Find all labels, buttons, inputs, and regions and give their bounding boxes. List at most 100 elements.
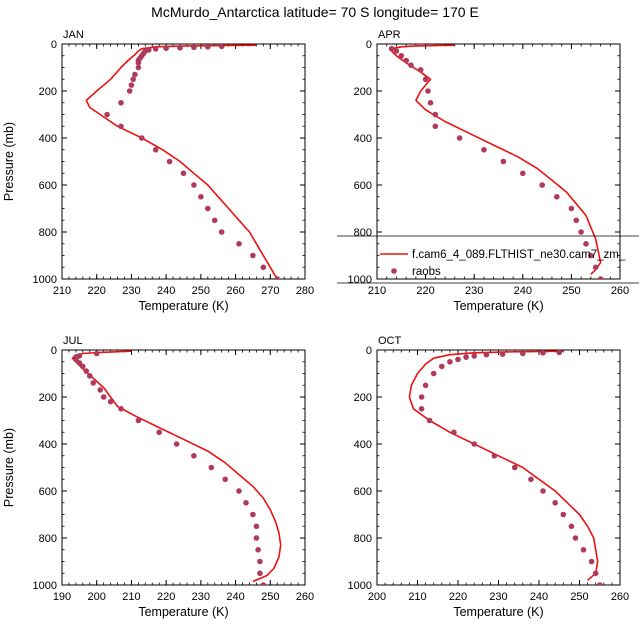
model-profile-line: [390, 44, 602, 275]
raobs-point: [191, 182, 197, 188]
x-tick-label: 250: [192, 285, 210, 297]
x-axis-label: Temperature (K): [453, 299, 543, 313]
x-tick-label: 220: [416, 285, 434, 297]
panel-jul: 190 200 210 220 230 240 250 260 0 200 400 600 800 100…: [2, 335, 314, 619]
raobs-point: [90, 380, 96, 386]
plot-frame: [61, 43, 306, 280]
raobs-point: [274, 276, 280, 279]
raobs-point: [76, 360, 83, 366]
raobs-point: [481, 147, 487, 153]
raobs-point: [560, 511, 567, 518]
raobs-point: [592, 570, 599, 577]
y-tick-label: 1000: [348, 580, 372, 592]
raobs-point: [471, 441, 478, 447]
raobs-point: [499, 351, 506, 358]
y-tick-label: 200: [39, 392, 57, 404]
raobs-point: [483, 351, 490, 358]
raobs-point: [257, 570, 263, 577]
raobs-point: [580, 547, 587, 553]
raobs-point: [104, 111, 110, 118]
x-tick-label: 250: [570, 591, 588, 603]
raobs-point: [422, 382, 429, 389]
raobs-point: [418, 394, 425, 400]
panel-title: JAN: [63, 29, 84, 41]
raobs-point: [447, 359, 453, 365]
y-tick-label: 0: [366, 39, 372, 51]
raobs-point: [573, 217, 580, 224]
y-tick-label: 400: [354, 133, 372, 145]
raobs-point: [597, 276, 604, 279]
y-tick-label: 200: [354, 86, 372, 98]
x-tick-label: 210: [53, 285, 71, 297]
raobs-point: [511, 464, 518, 471]
raobs-point: [156, 429, 162, 436]
raobs-point: [236, 241, 242, 247]
y-tick-label: 800: [39, 227, 57, 239]
x-tick-label: 230: [489, 591, 507, 603]
model-profile-line: [71, 350, 282, 583]
x-tick-label: 230: [122, 285, 140, 297]
raobs-point: [257, 558, 263, 565]
raobs-point: [583, 241, 589, 247]
raobs-point: [588, 558, 595, 565]
raobs-point: [568, 205, 575, 212]
raobs-point: [471, 353, 478, 359]
raobs-point: [398, 53, 405, 59]
plot-data: [71, 350, 282, 585]
raobs-point: [118, 406, 124, 412]
raobs-point: [253, 523, 260, 530]
raobs-point: [556, 350, 563, 356]
raobs-point: [93, 350, 100, 357]
raobs-point: [260, 264, 267, 271]
x-tick-label: 250: [562, 285, 580, 297]
legend-label: raobs: [412, 266, 441, 278]
raobs-point: [427, 100, 434, 106]
panel-apr: 210 220 230 240 250 260 0 200 400 600 800 1000 APR Te…: [337, 29, 639, 313]
raobs-point: [97, 387, 103, 393]
y-tick-label: 800: [354, 227, 372, 239]
x-tick-label: 280: [296, 285, 314, 297]
raobs-point: [540, 350, 546, 356]
x-tick-label: 260: [611, 285, 629, 297]
raobs-point: [568, 523, 575, 530]
raobs-point: [87, 373, 93, 379]
raobs-point: [73, 356, 79, 363]
raobs-point: [191, 44, 197, 51]
x-tick-label: 270: [261, 285, 279, 297]
raobs-point: [588, 252, 594, 259]
plot-frame: [61, 349, 306, 586]
panel-title: JUL: [63, 335, 83, 347]
raobs-point: [439, 363, 445, 370]
x-tick-label: 230: [465, 285, 483, 297]
raobs-point: [520, 170, 526, 177]
raobs-point: [83, 368, 90, 374]
raobs-point: [177, 45, 183, 51]
y-tick-label: 200: [354, 392, 372, 404]
x-tick-label: 240: [530, 591, 548, 603]
x-axis-label: Temperature (K): [453, 605, 543, 619]
raobs-point: [418, 406, 425, 412]
raobs-point: [205, 44, 211, 50]
raobs-point: [578, 229, 584, 235]
x-tick-label: 250: [261, 591, 279, 603]
raobs-point: [552, 500, 558, 506]
x-tick-label: 190: [53, 591, 71, 603]
raobs-point: [422, 76, 429, 83]
x-axis-label: Temperature (K): [138, 605, 228, 619]
y-tick-label: 1000: [33, 274, 57, 286]
y-tick-label: 600: [39, 180, 57, 192]
raobs-point: [592, 264, 599, 271]
raobs-point: [118, 123, 124, 130]
raobs-point: [520, 350, 526, 357]
raobs-point: [425, 88, 431, 94]
model-profile-line: [408, 350, 599, 581]
raobs-point: [430, 370, 437, 377]
raobs-point: [408, 62, 414, 68]
y-tick-label: 0: [51, 345, 57, 357]
y-tick-label: 400: [39, 133, 57, 145]
raobs-point: [528, 476, 534, 483]
plot-data: [85, 44, 280, 279]
raobs-point: [163, 45, 169, 51]
raobs-point: [130, 76, 136, 83]
raobs-point: [456, 135, 463, 141]
